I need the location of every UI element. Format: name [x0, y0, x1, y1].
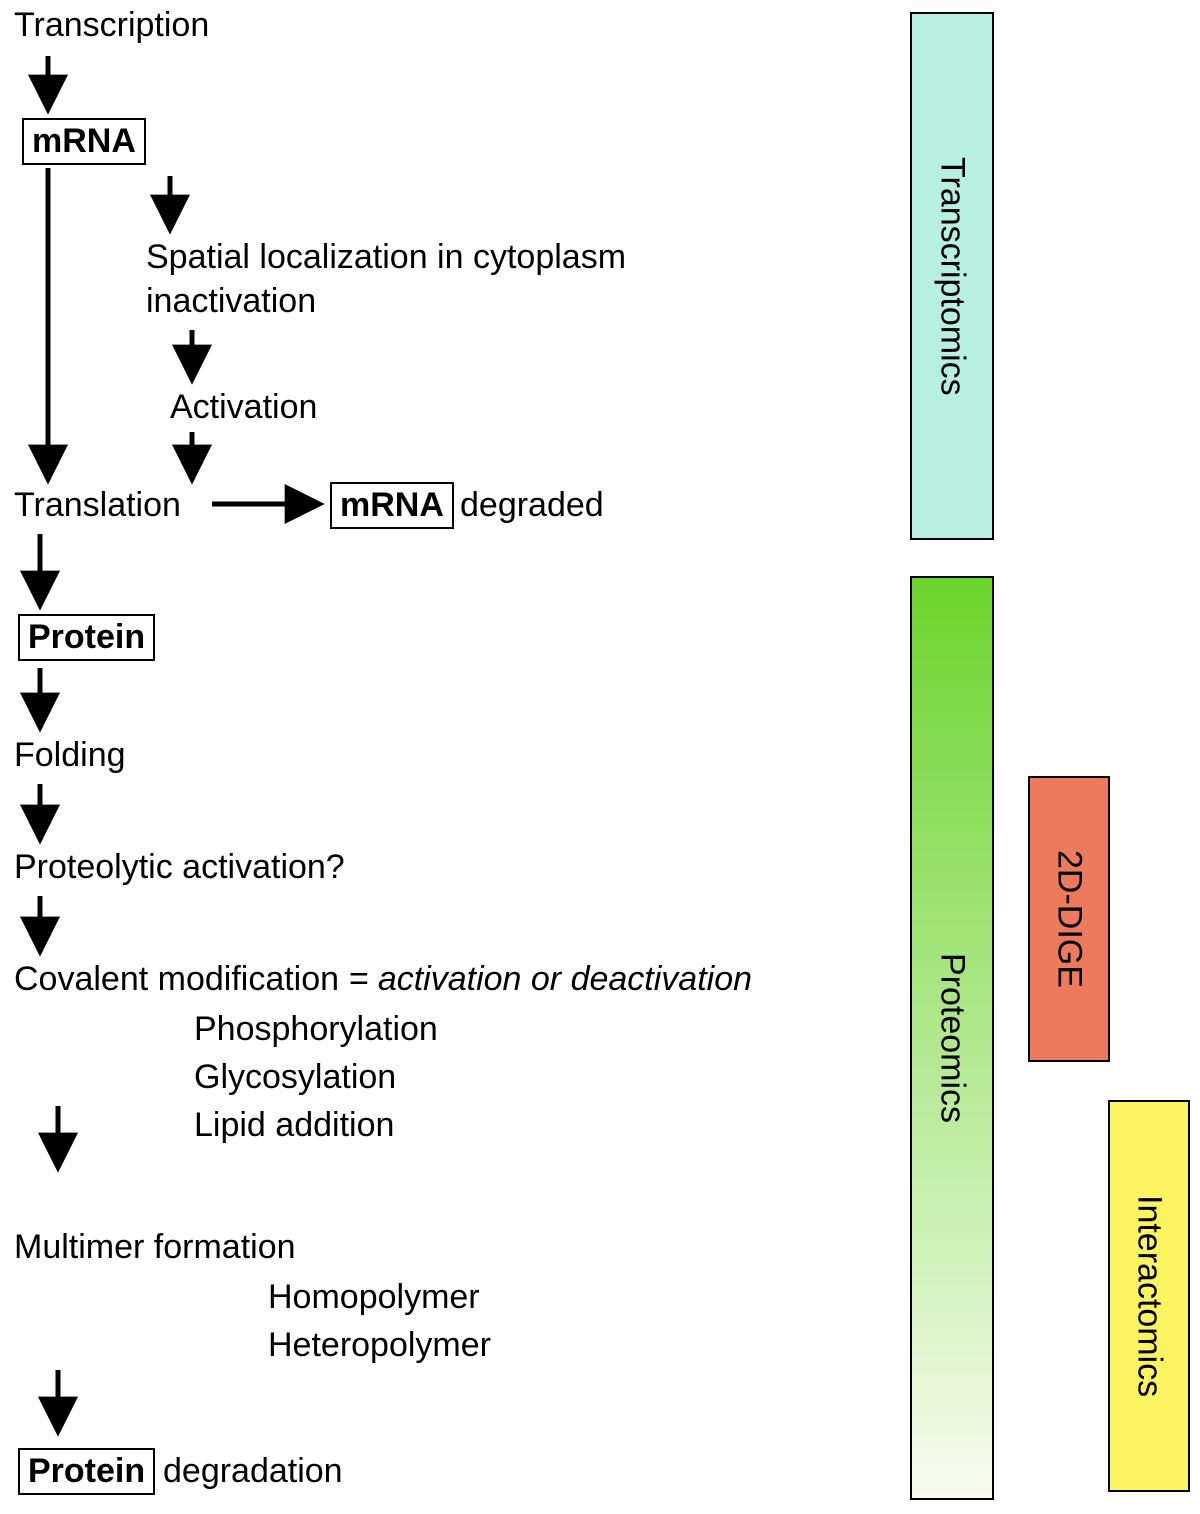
- diagram-canvas: Transcription mRNA Spatial localization …: [0, 0, 1200, 1514]
- node-homopolymer: Homopolymer: [268, 1278, 480, 1317]
- bar-2d-dige-label: 2D-DIGE: [1050, 850, 1089, 988]
- node-transcription: Transcription: [14, 6, 209, 45]
- node-lipid-addition: Lipid addition: [194, 1106, 394, 1145]
- arrows-layer: [0, 0, 1200, 1514]
- node-heteropolymer: Heteropolymer: [268, 1326, 491, 1365]
- node-covalent-modification: Covalent modification = activation or de…: [14, 960, 752, 999]
- protein-box-2: Protein: [18, 1448, 155, 1495]
- node-glycosylation: Glycosylation: [194, 1058, 396, 1097]
- node-protein-2: Protein: [18, 1448, 155, 1495]
- covmod-italic: = activation or deactivation: [349, 960, 753, 998]
- node-spatial-line1: Spatial localization in cytoplasm: [146, 238, 626, 277]
- node-spatial-line2: inactivation: [146, 282, 316, 321]
- bar-2d-dige: 2D-DIGE: [1028, 776, 1110, 1062]
- bar-proteomics-label: Proteomics: [933, 953, 972, 1123]
- bar-interactomics-label: Interactomics: [1130, 1195, 1169, 1397]
- node-folding: Folding: [14, 736, 126, 775]
- mrna-box-2: mRNA: [330, 482, 454, 529]
- bar-transcriptomics: Transcriptomics: [910, 12, 994, 540]
- node-degradation: degradation: [163, 1452, 343, 1491]
- node-proteolytic: Proteolytic activation?: [14, 848, 345, 887]
- bar-transcriptomics-label: Transcriptomics: [933, 157, 972, 396]
- node-phosphorylation: Phosphorylation: [194, 1010, 438, 1049]
- node-protein-1: Protein: [18, 614, 155, 661]
- bar-interactomics: Interactomics: [1108, 1100, 1190, 1492]
- node-mrna-2: mRNA: [330, 482, 454, 529]
- node-activation: Activation: [170, 388, 317, 427]
- bar-proteomics: Proteomics: [910, 576, 994, 1500]
- node-mrna-1: mRNA: [22, 118, 146, 165]
- node-degraded: degraded: [460, 486, 604, 525]
- node-multimer: Multimer formation: [14, 1228, 296, 1267]
- covmod-text: Covalent modification: [14, 960, 349, 998]
- mrna-box-1: mRNA: [22, 118, 146, 165]
- node-translation: Translation: [14, 486, 181, 525]
- protein-box-1: Protein: [18, 614, 155, 661]
